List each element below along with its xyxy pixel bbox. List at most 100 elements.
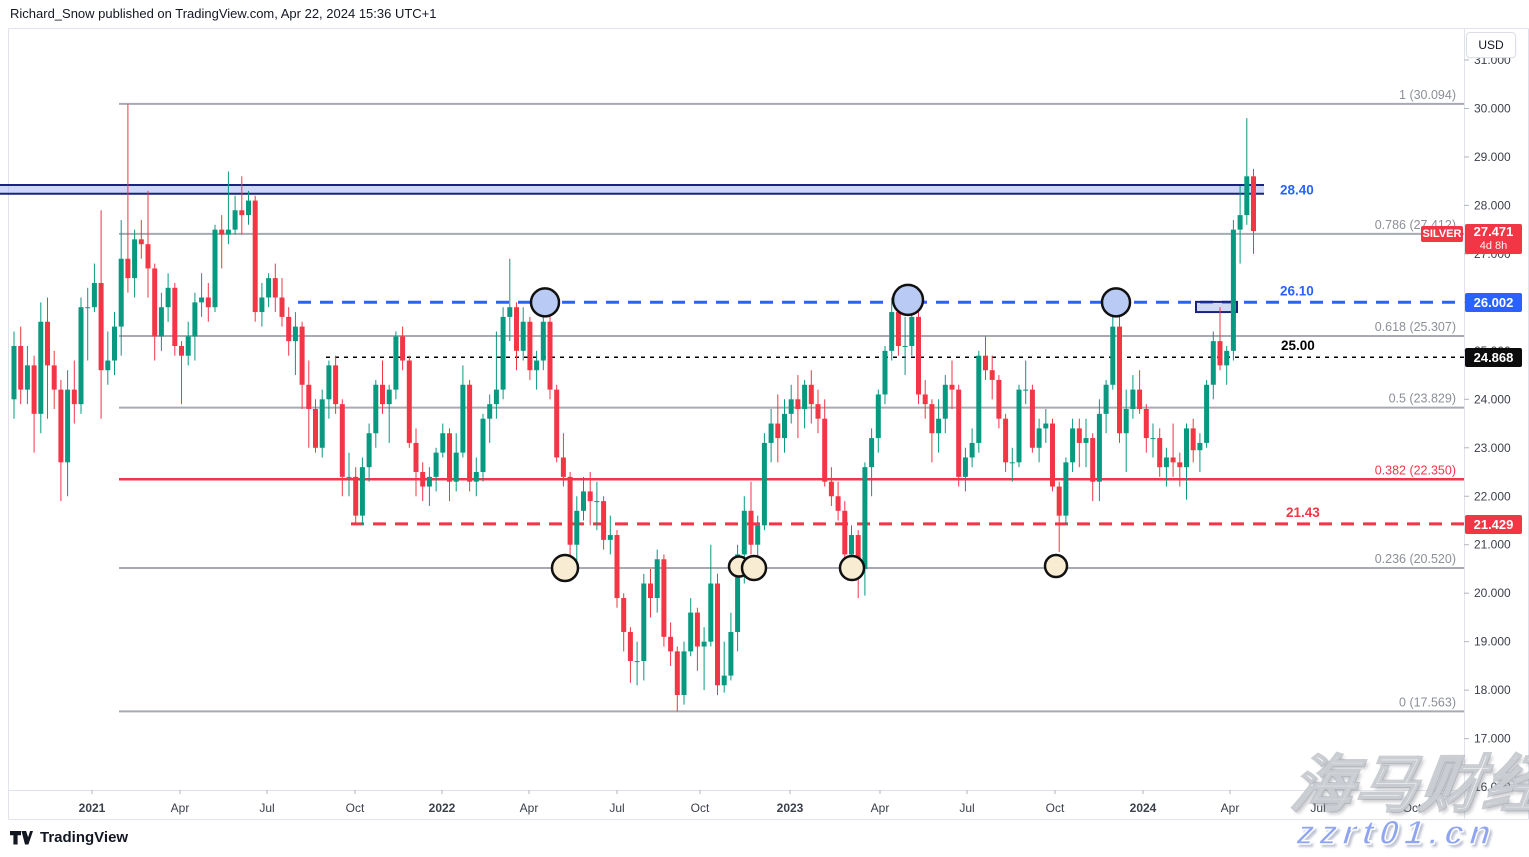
pane-borders — [8, 28, 1529, 820]
candle — [1150, 438, 1156, 440]
candle — [701, 641, 707, 647]
candle — [1003, 418, 1009, 463]
time-tick-label: 2021 — [79, 801, 106, 815]
candle — [319, 399, 325, 448]
candle — [1016, 389, 1022, 463]
candle — [158, 307, 164, 337]
candle — [138, 239, 144, 245]
support-touch-circle — [838, 554, 866, 582]
candle — [313, 409, 318, 448]
candle — [51, 365, 57, 390]
fib-label: 0 (17.563) — [1399, 695, 1456, 709]
candle — [426, 476, 432, 487]
candle — [822, 418, 828, 482]
last-price-value: 27.471 — [1473, 224, 1514, 239]
fib-label: 0.5 (23.829) — [1389, 392, 1456, 406]
candle — [259, 297, 265, 313]
level-label: 25.00 — [1281, 338, 1315, 353]
candle — [1056, 486, 1062, 516]
candle — [1070, 428, 1076, 463]
candle — [326, 365, 332, 400]
highlight-markers — [529, 283, 1132, 583]
candle — [333, 365, 339, 405]
candle — [125, 258, 131, 279]
candle — [567, 476, 573, 545]
candle — [487, 404, 493, 419]
candle — [795, 399, 801, 409]
level-label: 26.10 — [1280, 283, 1314, 298]
candle — [1184, 428, 1189, 468]
candle — [179, 345, 184, 356]
footer-brand[interactable]: TradingView — [10, 829, 128, 846]
candle — [855, 535, 861, 569]
candle — [895, 312, 901, 346]
candle — [1177, 462, 1183, 468]
candle — [1023, 389, 1029, 391]
candle — [24, 365, 30, 390]
candle — [460, 384, 466, 453]
candle — [641, 583, 647, 662]
candle — [621, 598, 627, 632]
candle — [373, 384, 379, 434]
candle — [1230, 229, 1236, 351]
candle — [393, 336, 399, 390]
candle — [45, 321, 50, 366]
candle — [554, 389, 560, 458]
last-price-badge: 27.471 4d 8h — [1465, 224, 1522, 254]
time-tick-label: 2023 — [777, 801, 804, 815]
candle — [607, 535, 613, 540]
candle — [976, 355, 982, 443]
candle — [192, 302, 198, 337]
candle — [272, 278, 278, 298]
candle — [78, 307, 84, 405]
candle — [359, 467, 365, 516]
candle — [306, 384, 312, 409]
candle — [346, 476, 352, 478]
candle — [205, 297, 211, 308]
candle — [668, 636, 674, 652]
price-tick-label: 17.000 — [1474, 732, 1511, 746]
level-price-badge-blue: 26.002 — [1465, 293, 1522, 312]
time-tick-label: Apr — [1221, 801, 1240, 815]
candle — [219, 229, 225, 235]
price-tick-label: 29.000 — [1474, 150, 1511, 164]
candle — [761, 442, 767, 526]
resistance-box — [1195, 300, 1238, 314]
candle — [882, 350, 888, 395]
price-tick-label: 19.000 — [1474, 635, 1511, 649]
tradingview-logo-icon — [10, 830, 33, 844]
candle — [1076, 428, 1082, 443]
candle — [514, 307, 519, 351]
candle — [400, 336, 406, 361]
candle — [989, 370, 995, 380]
candle — [199, 297, 205, 303]
candle — [849, 535, 854, 555]
candle — [1090, 438, 1096, 482]
time-tick-label: Oct — [1403, 801, 1422, 815]
time-tick-label: Oct — [346, 801, 365, 815]
candle — [286, 316, 292, 342]
candle — [1050, 423, 1055, 487]
candles-layer — [11, 104, 1256, 712]
time-tick-label: Jul — [959, 801, 974, 815]
candle — [339, 404, 345, 477]
candle — [601, 501, 607, 540]
candle — [1143, 409, 1149, 439]
candle — [1237, 215, 1243, 230]
currency-button[interactable]: USD — [1466, 32, 1516, 58]
candle — [145, 244, 151, 269]
candle — [112, 326, 117, 361]
time-tick-label: Jul — [259, 801, 274, 815]
price-tick-label: 16.000 — [1474, 780, 1511, 794]
candle — [500, 316, 506, 390]
candle — [11, 345, 17, 400]
candle — [440, 433, 446, 453]
candle — [380, 384, 385, 405]
candle — [152, 268, 158, 337]
candle — [38, 321, 44, 414]
candle — [741, 510, 747, 555]
candle — [71, 389, 77, 405]
candle — [661, 559, 667, 637]
candle — [694, 612, 700, 647]
